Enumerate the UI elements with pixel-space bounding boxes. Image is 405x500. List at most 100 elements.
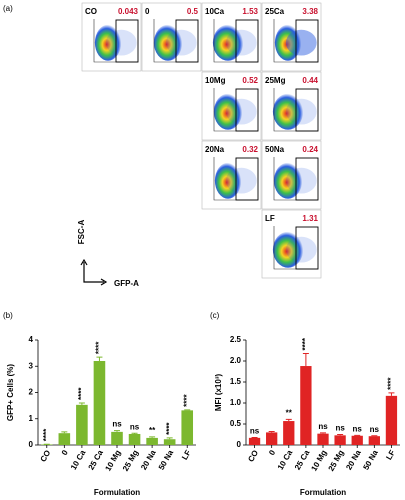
x-tick-label: 10 Ca xyxy=(276,448,295,471)
y-tick-label: 1 xyxy=(29,414,34,423)
gfp-percent: 0.24 xyxy=(302,145,318,154)
density-blob xyxy=(94,24,122,61)
density-tail xyxy=(285,29,317,56)
density-blob xyxy=(274,24,302,61)
bar xyxy=(146,437,158,445)
bar xyxy=(111,431,123,445)
x-axis-label: Formulation xyxy=(300,488,346,497)
y-tick-label: 0.5 xyxy=(230,419,242,428)
significance: ns xyxy=(250,427,260,436)
sample-name: 10Ca xyxy=(205,7,225,16)
gate xyxy=(235,157,259,201)
x-tick-label: 25 Mg xyxy=(327,448,346,472)
y-axis-label: MFI (x10³) xyxy=(214,374,223,412)
gfp-percent: 0.52 xyxy=(242,76,258,85)
bar xyxy=(334,435,346,445)
y-tick-label: 2 xyxy=(29,388,34,397)
x-tick-label: 20 Na xyxy=(139,448,158,471)
error-bar xyxy=(96,356,103,361)
x-tick-label: CO xyxy=(246,449,260,464)
x-axis-label: GFP-A xyxy=(114,279,139,288)
density-tail xyxy=(165,29,197,56)
y-tick-label: 2.0 xyxy=(230,356,242,365)
gate xyxy=(235,19,259,63)
gfp-percent: 1.53 xyxy=(242,7,258,16)
significance: ns xyxy=(370,425,380,434)
density-tail xyxy=(285,167,317,194)
arrow-heads xyxy=(80,258,108,286)
density-tail xyxy=(285,98,317,125)
significance: ns xyxy=(353,424,363,433)
density-blob xyxy=(153,24,183,61)
bar xyxy=(58,433,71,445)
significance: ns xyxy=(112,420,122,429)
bar xyxy=(128,433,141,445)
y-axis-label: FSC-A xyxy=(77,220,86,245)
error-bar xyxy=(285,418,292,422)
bar xyxy=(283,421,295,445)
y-tick-label: 0 xyxy=(29,440,34,449)
error-bar xyxy=(149,436,156,438)
significance: **** xyxy=(77,387,86,400)
density-tail xyxy=(105,29,137,56)
gate xyxy=(115,19,139,63)
bar xyxy=(266,432,278,445)
bar xyxy=(351,435,363,445)
gfp-percent: 0.5 xyxy=(187,7,199,16)
significance: **** xyxy=(301,337,310,350)
error-bar xyxy=(320,432,326,434)
sample-name: CO xyxy=(85,7,97,16)
y-axis-label: GFP+ Cells (%) xyxy=(6,364,15,421)
x-tick-label: CO xyxy=(39,449,53,464)
significance: **** xyxy=(165,422,174,435)
error-bar xyxy=(131,432,138,434)
gate xyxy=(175,19,199,63)
axis-arrow xyxy=(83,262,104,283)
gfp-percent: 0.44 xyxy=(302,76,318,85)
gfp-percent: 0.043 xyxy=(118,7,139,16)
density-tail xyxy=(225,98,257,125)
panel-label: (b) xyxy=(3,311,13,320)
significance: ns xyxy=(335,424,345,433)
bar xyxy=(368,436,380,445)
significance: **** xyxy=(42,428,51,441)
bar xyxy=(317,433,329,445)
panel-label: (c) xyxy=(210,311,220,320)
x-tick-label: 50 Na xyxy=(361,448,380,471)
error-bar xyxy=(388,392,395,396)
error-bar xyxy=(268,431,275,433)
significance: **** xyxy=(387,377,396,390)
significance: ** xyxy=(149,426,156,435)
error-bar xyxy=(302,352,309,367)
x-axis-label: Formulation xyxy=(94,488,140,497)
error-bar xyxy=(337,434,344,436)
bar xyxy=(181,410,194,445)
sample-name: 50Na xyxy=(265,145,285,154)
sample-name: LF xyxy=(265,214,275,223)
gate xyxy=(295,19,319,63)
significance: **** xyxy=(182,393,191,406)
density-blob xyxy=(214,162,242,199)
bar xyxy=(248,437,261,445)
density-blob xyxy=(273,162,303,199)
bar xyxy=(40,444,53,445)
bar xyxy=(300,366,312,445)
y-tick-label: 3 xyxy=(29,361,34,370)
y-tick-label: 0 xyxy=(237,440,242,449)
x-tick-label: 25 Mg xyxy=(121,448,140,472)
x-tick-label: 0 xyxy=(267,448,277,457)
y-tick-label: 4 xyxy=(29,335,34,344)
gfp-percent: 0.32 xyxy=(242,145,258,154)
x-tick-label: LF xyxy=(180,448,193,461)
x-tick-label: 10 Mg xyxy=(309,448,328,472)
error-bar xyxy=(78,402,85,405)
significance: ns xyxy=(318,422,328,431)
y-tick-label: 2.5 xyxy=(230,335,242,344)
sample-name: 25Ca xyxy=(265,7,285,16)
sample-name: 25Mg xyxy=(265,76,286,85)
error-bar xyxy=(114,430,120,432)
error-bar xyxy=(61,431,68,434)
y-tick-label: 1.5 xyxy=(230,377,242,386)
bar xyxy=(93,361,106,445)
